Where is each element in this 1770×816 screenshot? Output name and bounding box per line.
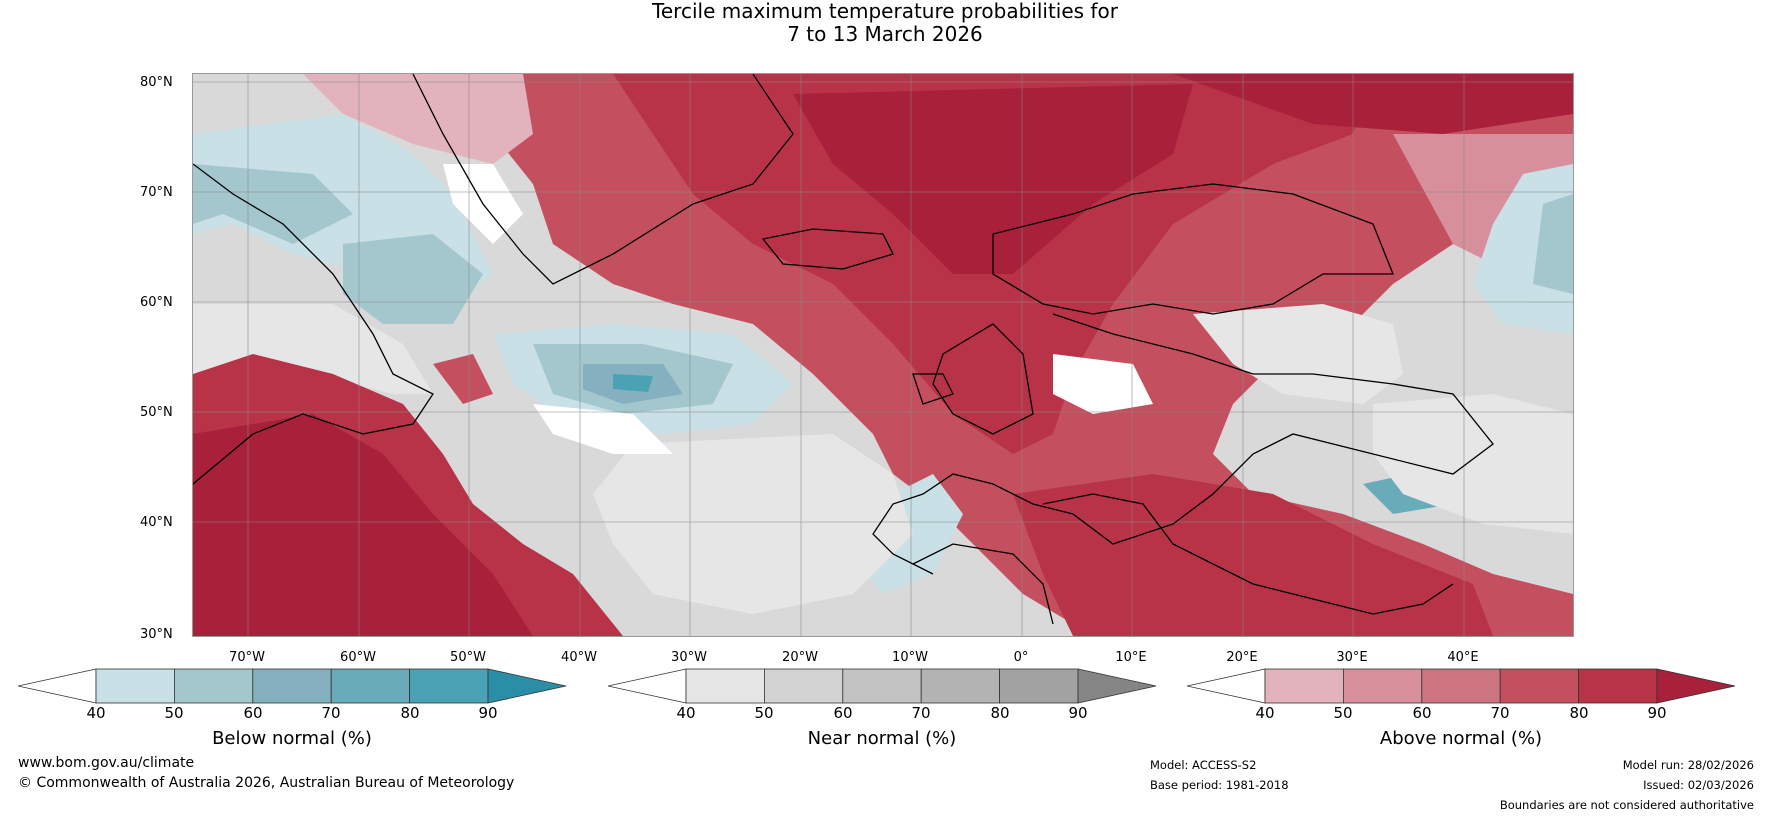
lon-label: 20°E <box>1226 650 1258 665</box>
tick-label: 70 <box>1490 704 1510 722</box>
website-text: www.bom.gov.au/climate <box>18 755 195 771</box>
title-line-2: 7 to 13 March 2026 <box>787 22 983 46</box>
near-normal-label: Near normal (%) <box>807 728 957 749</box>
tick-label: 50 <box>1333 704 1353 722</box>
copyright-text: © Commonwealth of Australia 2026, Austra… <box>18 775 515 791</box>
model-text: Model: ACCESS-S2 <box>1150 758 1257 772</box>
above-normal-colorbar <box>1187 668 1736 704</box>
tick-label: 90 <box>478 704 498 722</box>
lon-label: 70°W <box>229 650 265 665</box>
tick-label: 40 <box>86 704 106 722</box>
tick-label: 90 <box>1068 704 1088 722</box>
lat-label: 50°N <box>140 405 173 420</box>
near-normal-colorbar <box>608 668 1157 704</box>
tick-label: 70 <box>321 704 341 722</box>
colorbar-extend-low <box>18 668 97 704</box>
near-normal-swatches <box>608 668 1157 704</box>
lon-label: 60°W <box>340 650 376 665</box>
lon-label: 10°E <box>1115 650 1147 665</box>
colorbar-swatch <box>1578 668 1658 704</box>
tick-label: 60 <box>1412 704 1432 722</box>
colorbar-swatch <box>920 668 1001 704</box>
lon-label: 40°E <box>1447 650 1479 665</box>
lon-label: 30°E <box>1336 650 1368 665</box>
lat-label: 70°N <box>140 185 173 200</box>
colorbar-swatch <box>1264 668 1344 704</box>
below-normal-colorbar <box>18 668 567 704</box>
tick-label: 90 <box>1647 704 1667 722</box>
colorbar-swatch <box>95 668 175 704</box>
title-line-1: Tercile maximum temperature probabilitie… <box>652 0 1118 23</box>
colorbar-swatch <box>409 668 489 704</box>
colorbar-extend-low <box>1187 668 1266 704</box>
colorbar-swatch <box>330 668 411 704</box>
tick-label: 60 <box>833 704 853 722</box>
model-run-text: Model run: 28/02/2026 <box>1622 758 1754 772</box>
colorbar-swatch <box>173 668 254 704</box>
colorbar-swatch <box>1499 668 1580 704</box>
above-normal-label: Above normal (%) <box>1379 728 1543 749</box>
tick-label: 80 <box>990 704 1010 722</box>
chart-title: Tercile maximum temperature probabilitie… <box>0 0 1770 46</box>
lon-label: 40°W <box>561 650 597 665</box>
probability-map <box>192 73 1574 637</box>
colorbar-swatch <box>763 668 844 704</box>
map-canvas <box>193 74 1573 636</box>
tick-label: 70 <box>911 704 931 722</box>
base-period-text: Base period: 1981-2018 <box>1150 778 1289 792</box>
lon-label: 10°W <box>892 650 928 665</box>
colorbar-swatch <box>685 668 765 704</box>
colorbar-swatch <box>252 668 332 704</box>
colorbar-extend-high <box>1656 668 1736 704</box>
above-normal-swatches <box>1187 668 1736 704</box>
colorbar-extend-high <box>487 668 567 704</box>
lat-label: 40°N <box>140 515 173 530</box>
lat-label: 60°N <box>140 295 173 310</box>
lat-label: 30°N <box>140 627 173 642</box>
lon-label: 50°W <box>450 650 486 665</box>
colorbar-swatch <box>1421 668 1501 704</box>
tick-label: 40 <box>676 704 696 722</box>
colorbar-swatch <box>1342 668 1423 704</box>
below-normal-label: Below normal (%) <box>212 728 372 749</box>
colorbar-extend-high <box>1077 668 1157 704</box>
issued-text: Issued: 02/03/2026 <box>1643 778 1754 792</box>
below-normal-swatches <box>18 668 567 704</box>
tick-label: 40 <box>1255 704 1275 722</box>
tick-label: 50 <box>164 704 184 722</box>
colorbar-swatch <box>999 668 1079 704</box>
tick-label: 80 <box>1569 704 1589 722</box>
tick-label: 60 <box>243 704 263 722</box>
lon-label: 30°W <box>671 650 707 665</box>
lon-label: 20°W <box>782 650 818 665</box>
lon-label: 0° <box>1013 650 1029 665</box>
tick-label: 80 <box>400 704 420 722</box>
tick-label: 50 <box>754 704 774 722</box>
colorbar-swatch <box>842 668 922 704</box>
coastlines <box>193 74 1494 625</box>
disclaimer-text: Boundaries are not considered authoritat… <box>1499 798 1754 812</box>
lat-label: 80°N <box>140 75 173 90</box>
colorbar-extend-low <box>608 668 687 704</box>
